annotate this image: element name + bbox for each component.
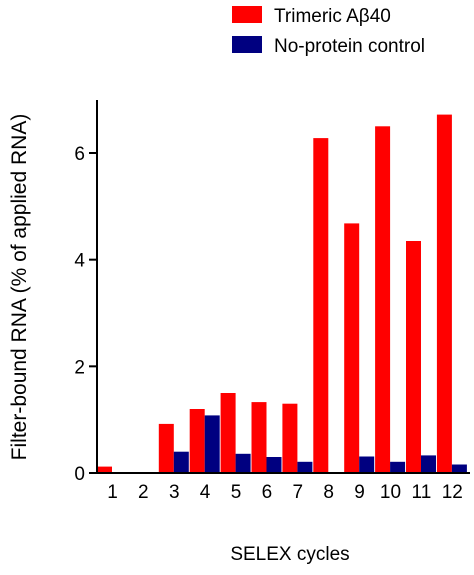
- x-tick-label: 9: [354, 482, 365, 503]
- y-tick-label: 4: [74, 251, 85, 272]
- bar-trimeric-cycle-11: [406, 241, 421, 473]
- bar-control-cycle-5: [235, 453, 251, 473]
- x-tick-label: 6: [262, 482, 273, 503]
- x-tick-label: 8: [323, 482, 334, 503]
- bar-trimeric-cycle-12: [436, 114, 452, 473]
- bar-control-cycle-3: [173, 451, 189, 473]
- bar-control-cycle-12: [451, 464, 467, 473]
- bar-control-cycle-7: [297, 461, 313, 473]
- bar-control-cycle-4: [204, 415, 220, 473]
- x-tick-label: 2: [138, 482, 149, 503]
- bar-control-cycle-10: [390, 461, 406, 473]
- x-tick-label: 5: [231, 482, 242, 503]
- bar-control-cycle-6: [266, 457, 282, 473]
- bar-control-cycle-11: [421, 455, 436, 473]
- x-tick-label: 1: [107, 482, 118, 503]
- bar-trimeric-cycle-9: [344, 223, 360, 473]
- y-tick-label: 0: [74, 464, 85, 485]
- bar-trimeric-cycle-5: [220, 393, 236, 473]
- legend-label-trimeric: Trimeric Aβ40: [274, 6, 391, 27]
- bar-trimeric-cycle-7: [282, 403, 298, 473]
- x-axis-label: SELEX cycles: [230, 544, 349, 565]
- x-tick-label: 12: [442, 482, 463, 503]
- bar-trimeric-cycle-8: [313, 138, 329, 473]
- bar-trimeric-cycle-1: [97, 466, 112, 473]
- y-tick-label: 6: [74, 144, 85, 165]
- bar-trimeric-cycle-6: [251, 402, 267, 473]
- x-tick-label: 10: [380, 482, 401, 503]
- bar-control-cycle-9: [359, 456, 375, 473]
- x-tick-label: 11: [412, 482, 432, 503]
- y-axis-label: Filter-bound RNA (% of applied RNA): [8, 114, 31, 461]
- legend-swatch-control: [232, 36, 262, 53]
- x-tick-label: 4: [200, 482, 211, 503]
- legend-label-control: No-protein control: [274, 36, 425, 57]
- bar-trimeric-cycle-3: [158, 423, 174, 473]
- x-tick-label: 7: [293, 482, 304, 503]
- y-tick-label: 2: [74, 357, 85, 378]
- legend-swatch-trimeric: [232, 6, 262, 23]
- x-tick-label: 3: [169, 482, 180, 503]
- legend: Trimeric Aβ40 No-protein control: [232, 6, 425, 57]
- plot-area: [97, 114, 467, 474]
- bar-trimeric-cycle-10: [375, 126, 391, 474]
- bar-trimeric-cycle-4: [189, 409, 205, 473]
